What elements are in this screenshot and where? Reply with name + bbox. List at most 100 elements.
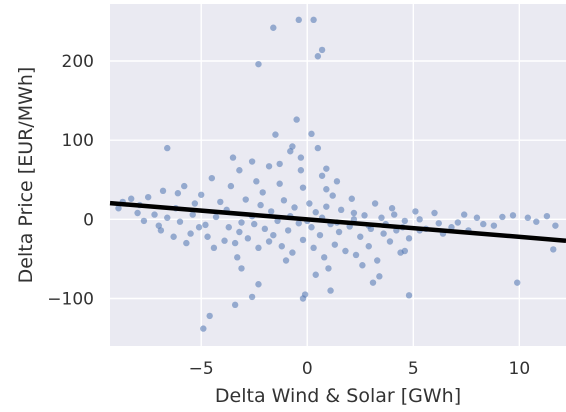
data-point	[448, 224, 455, 231]
data-point	[295, 220, 302, 227]
data-point	[297, 154, 305, 161]
data-point	[164, 214, 171, 221]
data-point	[140, 217, 148, 225]
data-point	[210, 244, 218, 252]
data-point	[217, 198, 224, 206]
data-point	[352, 251, 360, 259]
data-point	[189, 211, 196, 218]
data-point	[299, 295, 307, 302]
data-point	[357, 233, 364, 240]
data-point	[195, 224, 203, 231]
data-point	[261, 225, 269, 233]
data-point	[242, 196, 249, 203]
data-point	[552, 222, 559, 229]
data-point	[234, 254, 241, 261]
y-tick-label: 200	[62, 52, 94, 72]
data-point	[155, 222, 162, 229]
data-point	[431, 209, 438, 217]
data-point	[265, 163, 273, 170]
data-point	[174, 190, 182, 197]
data-point	[238, 265, 245, 272]
grid	[110, 4, 566, 346]
data-point	[276, 180, 283, 187]
data-point	[238, 219, 245, 226]
data-point	[335, 228, 343, 236]
data-point	[310, 16, 317, 24]
data-point	[323, 165, 330, 172]
data-point	[316, 231, 324, 239]
data-point	[151, 211, 158, 218]
data-point	[253, 178, 260, 185]
data-point	[274, 217, 281, 225]
y-tick-labels: −100 0 100 200	[47, 52, 94, 310]
data-point	[191, 200, 199, 207]
data-point	[170, 233, 177, 240]
data-point	[405, 292, 413, 299]
data-point	[416, 216, 423, 223]
data-point	[323, 186, 330, 193]
y-axis-label: Delta Price [EUR/MWh]	[15, 67, 37, 284]
data-point	[386, 238, 394, 245]
data-point	[321, 254, 328, 261]
data-point	[278, 243, 285, 250]
trend-line	[109, 200, 566, 243]
data-point	[284, 227, 292, 234]
data-point	[318, 172, 326, 179]
data-point	[460, 211, 468, 218]
data-point	[318, 46, 326, 54]
data-point	[342, 247, 349, 255]
data-point	[299, 184, 307, 191]
data-point	[401, 217, 409, 225]
data-point	[200, 325, 207, 332]
data-point	[533, 218, 540, 225]
data-point	[329, 192, 336, 199]
data-point	[378, 214, 385, 221]
data-point	[183, 239, 190, 247]
data-point	[276, 160, 283, 168]
data-point	[310, 244, 317, 252]
data-point	[299, 236, 307, 244]
data-point	[480, 220, 487, 228]
data-point	[454, 219, 462, 226]
data-point	[134, 209, 141, 217]
data-point	[323, 203, 330, 210]
data-point	[265, 238, 273, 245]
data-point	[312, 209, 319, 216]
data-point	[206, 312, 213, 320]
y-tick-label: −100	[47, 290, 94, 310]
data-point	[325, 265, 332, 272]
data-point	[490, 222, 498, 229]
data-point	[543, 212, 551, 220]
data-point	[308, 224, 315, 231]
data-point	[212, 213, 220, 221]
data-point	[374, 257, 381, 264]
x-axis-label: Delta Wind & Solar [GWh]	[215, 385, 461, 407]
data-point	[401, 247, 409, 255]
data-point	[365, 243, 372, 250]
data-point	[509, 212, 517, 219]
data-point	[176, 218, 184, 225]
x-tick-label: 10	[509, 359, 531, 379]
data-point	[282, 257, 290, 264]
data-point	[308, 130, 315, 138]
y-tick-label: 0	[83, 210, 94, 230]
data-point	[115, 205, 122, 212]
data-point	[293, 116, 300, 123]
data-point	[348, 195, 355, 202]
data-point	[435, 220, 442, 227]
data-point	[388, 205, 396, 212]
data-point	[361, 212, 368, 219]
data-point	[297, 167, 305, 174]
data-point	[202, 221, 209, 229]
data-point	[208, 174, 216, 182]
data-point	[499, 213, 506, 221]
data-point	[231, 239, 239, 247]
data-point	[270, 231, 277, 239]
data-point	[229, 154, 237, 161]
data-point	[289, 249, 296, 256]
y-tick-label: 100	[62, 131, 94, 151]
data-point	[128, 195, 135, 202]
data-point	[164, 144, 171, 152]
data-point	[333, 178, 341, 185]
data-point	[257, 201, 264, 209]
